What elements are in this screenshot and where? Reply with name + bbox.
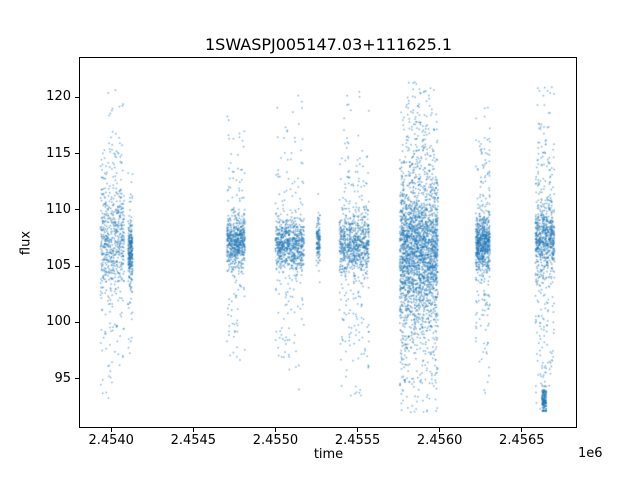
x-tick-mark [274,428,276,432]
y-tick-mark [75,153,79,155]
y-tick-label: 115 [46,145,71,161]
x-tick-label: 2.4565 [499,433,545,448]
x-tick-label: 2.4550 [252,433,299,448]
x-tick-label: 2.4555 [334,433,381,448]
x-tick-mark [521,428,523,432]
y-tick-mark [75,96,79,98]
x-tick-mark [357,428,359,432]
x-axis-label: time [313,447,344,462]
x-tick-label: 2.4545 [170,433,217,448]
y-tick-label: 110 [46,201,71,217]
y-tick-mark [75,209,79,211]
y-axis-label: flux [18,230,34,256]
x-tick-mark [192,428,194,432]
y-tick-label: 100 [46,314,71,330]
x-tick-mark [439,428,441,432]
x-tick-label: 2.4540 [88,433,134,448]
chart-title: 1SWASPJ005147.03+111625.1 [204,35,453,54]
x-tick-mark [110,428,112,432]
y-tick-mark [75,265,79,267]
x-axis-offset-label: 1e6 [578,446,603,461]
y-tick-mark [75,321,79,323]
x-tick-label: 2.4560 [416,433,463,448]
plot-area [79,57,577,428]
y-tick-label: 120 [46,89,71,105]
y-tick-mark [75,378,79,380]
scatter-points-canvas [80,58,576,427]
y-tick-label: 105 [46,258,71,274]
y-tick-label: 95 [54,370,71,386]
